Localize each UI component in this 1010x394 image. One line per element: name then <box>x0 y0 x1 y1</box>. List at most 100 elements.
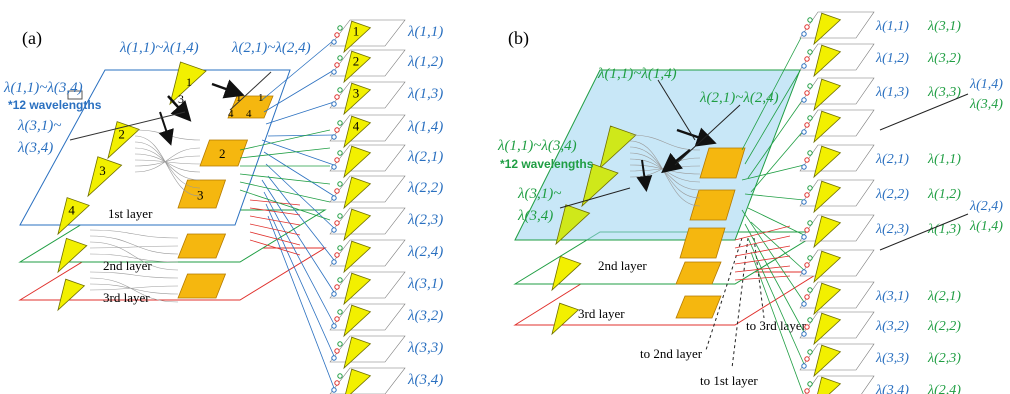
port-dot-b <box>807 115 813 121</box>
fanout-line-red <box>249 231 301 246</box>
fanout-line-red-b <box>734 245 791 257</box>
output-column: 1 λ(1,1) 2 λ(1,2) 3 λ(1,3) 4 λ(1,4) λ(2,1) λ(2,2)… <box>329 19 443 394</box>
port-dot <box>331 227 337 233</box>
output-triangle-b <box>813 312 842 346</box>
port-dot-b <box>801 31 807 37</box>
label-12-wavelengths: *12 wavelengths <box>8 98 102 112</box>
sq-b-l2 <box>675 261 722 285</box>
port-dot-b <box>801 199 807 205</box>
port-dot <box>331 195 337 201</box>
port-dot <box>337 120 343 126</box>
wire-l2 <box>89 253 179 263</box>
layer-3-content-b <box>551 295 722 336</box>
port-dot <box>331 164 337 170</box>
output-module-b <box>799 43 875 71</box>
sq-2 <box>199 139 249 167</box>
wire-l1 <box>134 135 201 197</box>
fanout-line-red-b <box>734 225 791 241</box>
output-triangle <box>343 336 372 370</box>
sq-b-2 <box>689 189 736 221</box>
output-triangle <box>343 272 372 306</box>
input-port <box>67 90 83 100</box>
output-triangle <box>343 115 372 149</box>
port-dot <box>334 252 340 258</box>
tri-b-l3 <box>551 302 580 336</box>
output-triangle-number: 3 <box>353 86 360 101</box>
port-dot <box>331 101 337 107</box>
wire-l3 <box>89 283 179 295</box>
output-triangle-b <box>813 12 842 46</box>
output-module-b <box>799 144 875 172</box>
fanout-line-red-b <box>734 255 791 265</box>
fanout-line-red-b <box>734 235 791 249</box>
fanout-line <box>265 101 335 125</box>
output-triangle-number: 2 <box>353 54 360 69</box>
output-label-green: λ(3,3) <box>927 85 961 100</box>
port-dot <box>337 341 343 347</box>
port-dot-b <box>801 363 807 369</box>
output-label-green: λ(2,4) <box>927 383 961 394</box>
sq-3 <box>177 179 227 209</box>
port-dot-b <box>804 90 810 96</box>
port-dot-b <box>804 262 810 268</box>
port-dot <box>334 94 340 100</box>
output-label: λ(2,1) <box>407 149 443 165</box>
port-dot <box>331 259 337 265</box>
fanout-line-b <box>747 97 805 179</box>
layer-2-content-b <box>551 255 722 292</box>
output-module-b <box>799 11 875 39</box>
output-label: λ(3,2) <box>407 308 443 324</box>
fanout-line <box>267 215 335 389</box>
output-module-b <box>799 281 875 309</box>
port-dot-b <box>807 317 813 323</box>
port-dot-b <box>804 356 810 362</box>
extra-leader <box>879 213 969 251</box>
output-triangle-b <box>813 344 842 378</box>
fanout-line <box>263 191 335 325</box>
port-dot <box>331 323 337 329</box>
dash-to-2 <box>705 237 743 351</box>
to-2nd-layer: to 2nd layer <box>640 346 703 361</box>
port-dot-b <box>804 122 810 128</box>
output-label: λ(3,3) <box>407 340 443 356</box>
wire-l2 <box>89 241 179 271</box>
output-label-blue: λ(3,2) <box>875 319 909 334</box>
wire-l3 <box>89 285 179 291</box>
port-dot <box>334 188 340 194</box>
output-module-b <box>799 343 875 371</box>
output-triangle-number: 1 <box>353 24 360 39</box>
output-label-blue: λ(1,3) <box>875 85 909 100</box>
leader-b21 <box>674 104 741 166</box>
output-triangle <box>345 368 372 394</box>
arrow-3 <box>158 111 174 146</box>
port-dot-b <box>804 56 810 62</box>
fanout-line <box>265 203 335 357</box>
fanout-line-red <box>249 199 301 206</box>
port-dot <box>337 277 343 283</box>
port-dot-b <box>807 49 813 55</box>
port-dot-b <box>807 83 813 89</box>
output-module <box>329 81 406 109</box>
port-dot <box>337 150 343 156</box>
fanout-line <box>261 139 335 166</box>
sq-l2 <box>177 233 227 259</box>
label-21-24: λ(2,1)~λ(2,4) <box>231 40 311 56</box>
port-dot-b <box>807 185 813 191</box>
layer-3-label: 3rd layer <box>103 290 150 305</box>
panel-a-label: (a) <box>22 28 42 49</box>
port-dot <box>337 245 343 251</box>
wire-l1 <box>134 147 201 181</box>
port-dot-b <box>807 17 813 23</box>
output-module <box>329 114 406 142</box>
output-module-b <box>799 249 875 277</box>
output-module <box>329 239 406 267</box>
layer-2-label: 2nd layer <box>103 258 152 273</box>
sq-top-number-4b: 4 <box>246 108 252 120</box>
fanout-line-green <box>239 181 331 203</box>
output-triangle <box>343 304 372 338</box>
arrow-b2 <box>661 149 691 174</box>
output-triangle <box>343 50 372 84</box>
to-3rd-layer: to 3rd layer <box>746 318 807 333</box>
output-module <box>329 207 406 235</box>
